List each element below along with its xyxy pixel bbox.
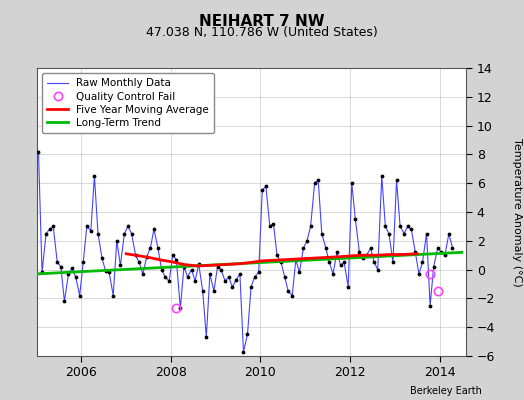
Five Year Moving Average	[208, 263, 214, 268]
Text: NEIHART 7 NW: NEIHART 7 NW	[199, 14, 325, 29]
Five Year Moving Average	[400, 252, 407, 257]
Raw Monthly Data	[241, 349, 247, 354]
Quality Control Fail	[427, 272, 433, 276]
Text: 47.038 N, 110.786 W (United States): 47.038 N, 110.786 W (United States)	[146, 26, 378, 39]
Raw Monthly Data	[270, 221, 277, 226]
Five Year Moving Average	[338, 254, 344, 259]
Five Year Moving Average	[146, 255, 152, 260]
Five Year Moving Average	[168, 259, 174, 264]
Five Year Moving Average	[311, 256, 318, 260]
Five Year Moving Average	[257, 258, 264, 263]
Legend: Raw Monthly Data, Quality Control Fail, Five Year Moving Average, Long-Term Tren: Raw Monthly Data, Quality Control Fail, …	[42, 73, 214, 133]
Quality Control Fail	[434, 289, 441, 294]
Raw Monthly Data	[319, 231, 325, 236]
Five Year Moving Average	[132, 253, 138, 258]
Raw Monthly Data	[450, 246, 456, 250]
Five Year Moving Average	[271, 258, 277, 263]
Line: Raw Monthly Data: Raw Monthly Data	[38, 152, 453, 352]
Five Year Moving Average	[374, 253, 380, 258]
Raw Monthly Data	[438, 250, 444, 255]
Five Year Moving Average	[222, 262, 228, 267]
Five Year Moving Average	[284, 257, 290, 262]
Five Year Moving Average	[159, 258, 165, 263]
Text: Berkeley Earth: Berkeley Earth	[410, 386, 482, 396]
Y-axis label: Temperature Anomaly (°C): Temperature Anomaly (°C)	[512, 138, 522, 286]
Five Year Moving Average	[361, 253, 367, 258]
Five Year Moving Average	[194, 264, 201, 268]
Five Year Moving Average	[414, 251, 420, 256]
Quality Control Fail	[173, 306, 179, 311]
Raw Monthly Data	[35, 149, 41, 154]
Five Year Moving Average	[248, 260, 255, 265]
Five Year Moving Average	[235, 262, 241, 266]
Raw Monthly Data	[337, 263, 344, 268]
Five Year Moving Average	[123, 251, 129, 256]
Line: Quality Control Fail: Quality Control Fail	[172, 270, 442, 313]
Five Year Moving Average	[324, 255, 331, 260]
Five Year Moving Average	[298, 256, 304, 261]
Five Year Moving Average	[181, 262, 188, 267]
Raw Monthly Data	[181, 264, 187, 269]
Five Year Moving Average	[347, 254, 353, 258]
Line: Five Year Moving Average: Five Year Moving Average	[126, 254, 417, 266]
Five Year Moving Average	[387, 252, 394, 257]
Raw Monthly Data	[360, 256, 366, 260]
